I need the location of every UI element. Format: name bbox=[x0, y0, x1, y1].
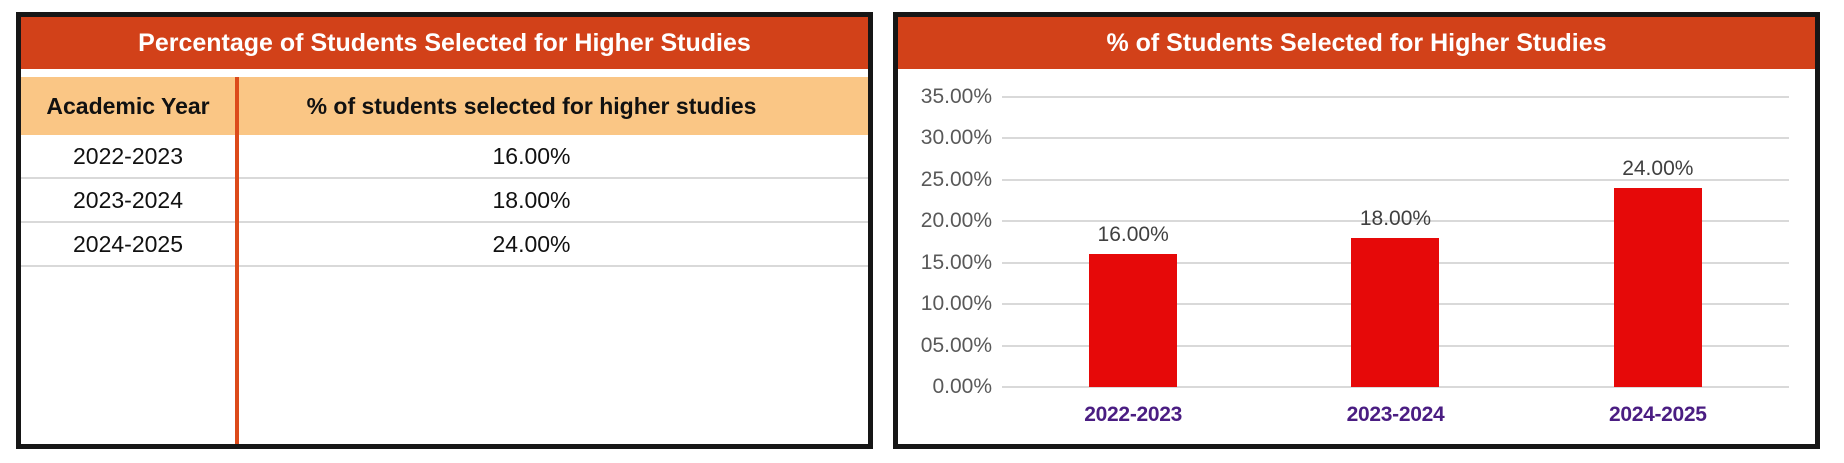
students-table: Academic Year % of students selected for… bbox=[21, 77, 868, 444]
y-tick-label: 20.00% bbox=[920, 209, 992, 233]
year-cell: 2023-2024 bbox=[73, 186, 183, 213]
value-cell: 24.00% bbox=[492, 230, 571, 257]
plot-area: 16.00% 18.00% 24.00% bbox=[1002, 96, 1789, 388]
bar-slot: 18.00% bbox=[1264, 97, 1526, 387]
x-tick-label: 2022-2023 bbox=[1084, 403, 1183, 426]
y-tick-label: 15.00% bbox=[920, 250, 992, 274]
value-cell: 16.00% bbox=[492, 142, 571, 169]
table-body: 2022-2023 16.00% 2023-2024 18.00% 2024-2025 2… bbox=[21, 135, 868, 267]
bar-slot: 24.00% bbox=[1527, 97, 1789, 387]
column-header-academic-year: Academic Year bbox=[46, 92, 210, 119]
value-cell: 18.00% bbox=[492, 186, 571, 213]
table-row: 2023-2024 18.00% bbox=[21, 179, 868, 223]
year-cell: 2022-2023 bbox=[73, 142, 183, 169]
x-tick-label: 2024-2025 bbox=[1608, 403, 1707, 426]
x-tick-label: 2023-2024 bbox=[1346, 403, 1445, 426]
gridline bbox=[1002, 220, 1789, 223]
bar: 16.00% bbox=[1089, 223, 1178, 387]
bar: 24.00% bbox=[1613, 157, 1702, 387]
gridline bbox=[1002, 178, 1789, 181]
chart-panel: % of Students Selected for Higher Studie… bbox=[893, 12, 1820, 449]
y-axis: 35.00% 30.00% 25.00% 20.00% 15.00% 10.00% 05.0… bbox=[910, 85, 1002, 398]
gridline bbox=[1002, 137, 1789, 140]
bar-value-label: 24.00% bbox=[1622, 157, 1694, 181]
y-tick-label: 30.00% bbox=[920, 126, 992, 150]
bar-slot: 16.00% bbox=[1002, 97, 1264, 387]
column-divider bbox=[235, 77, 239, 444]
bar-value-label: 16.00% bbox=[1097, 223, 1169, 247]
bar-value-label: 18.00% bbox=[1359, 206, 1432, 230]
plot-column: 16.00% 18.00% 24.00% 2022-2023 2023-2024 202… bbox=[1002, 96, 1789, 427]
column-header-percentage: % of students selected for higher studie… bbox=[306, 92, 757, 119]
gridline bbox=[1002, 96, 1789, 98]
table-header-row: Academic Year % of students selected for… bbox=[21, 77, 868, 135]
table-row: 2022-2023 16.00% bbox=[21, 135, 868, 179]
y-tick-label: 35.00% bbox=[920, 85, 992, 108]
gridline bbox=[1002, 386, 1789, 388]
year-cell: 2024-2025 bbox=[73, 230, 183, 257]
x-axis: 2022-2023 2023-2024 2024-2025 bbox=[1002, 403, 1789, 427]
y-tick-label: 10.00% bbox=[920, 292, 992, 316]
y-tick-label: 0.00% bbox=[932, 375, 992, 398]
bar: 18.00% bbox=[1351, 207, 1440, 387]
table-title: Percentage of Students Selected for High… bbox=[21, 17, 868, 69]
title-gap bbox=[21, 69, 868, 77]
table-panel: Percentage of Students Selected for High… bbox=[16, 12, 873, 449]
y-tick-label: 05.00% bbox=[920, 333, 992, 357]
table-row: 2024-2025 24.00% bbox=[21, 223, 868, 267]
chart-title: % of Students Selected for Higher Studie… bbox=[898, 17, 1815, 69]
bar-chart: 35.00% 30.00% 25.00% 20.00% 15.00% 10.00% 05.0… bbox=[898, 69, 1815, 427]
y-tick-label: 25.00% bbox=[920, 167, 992, 191]
